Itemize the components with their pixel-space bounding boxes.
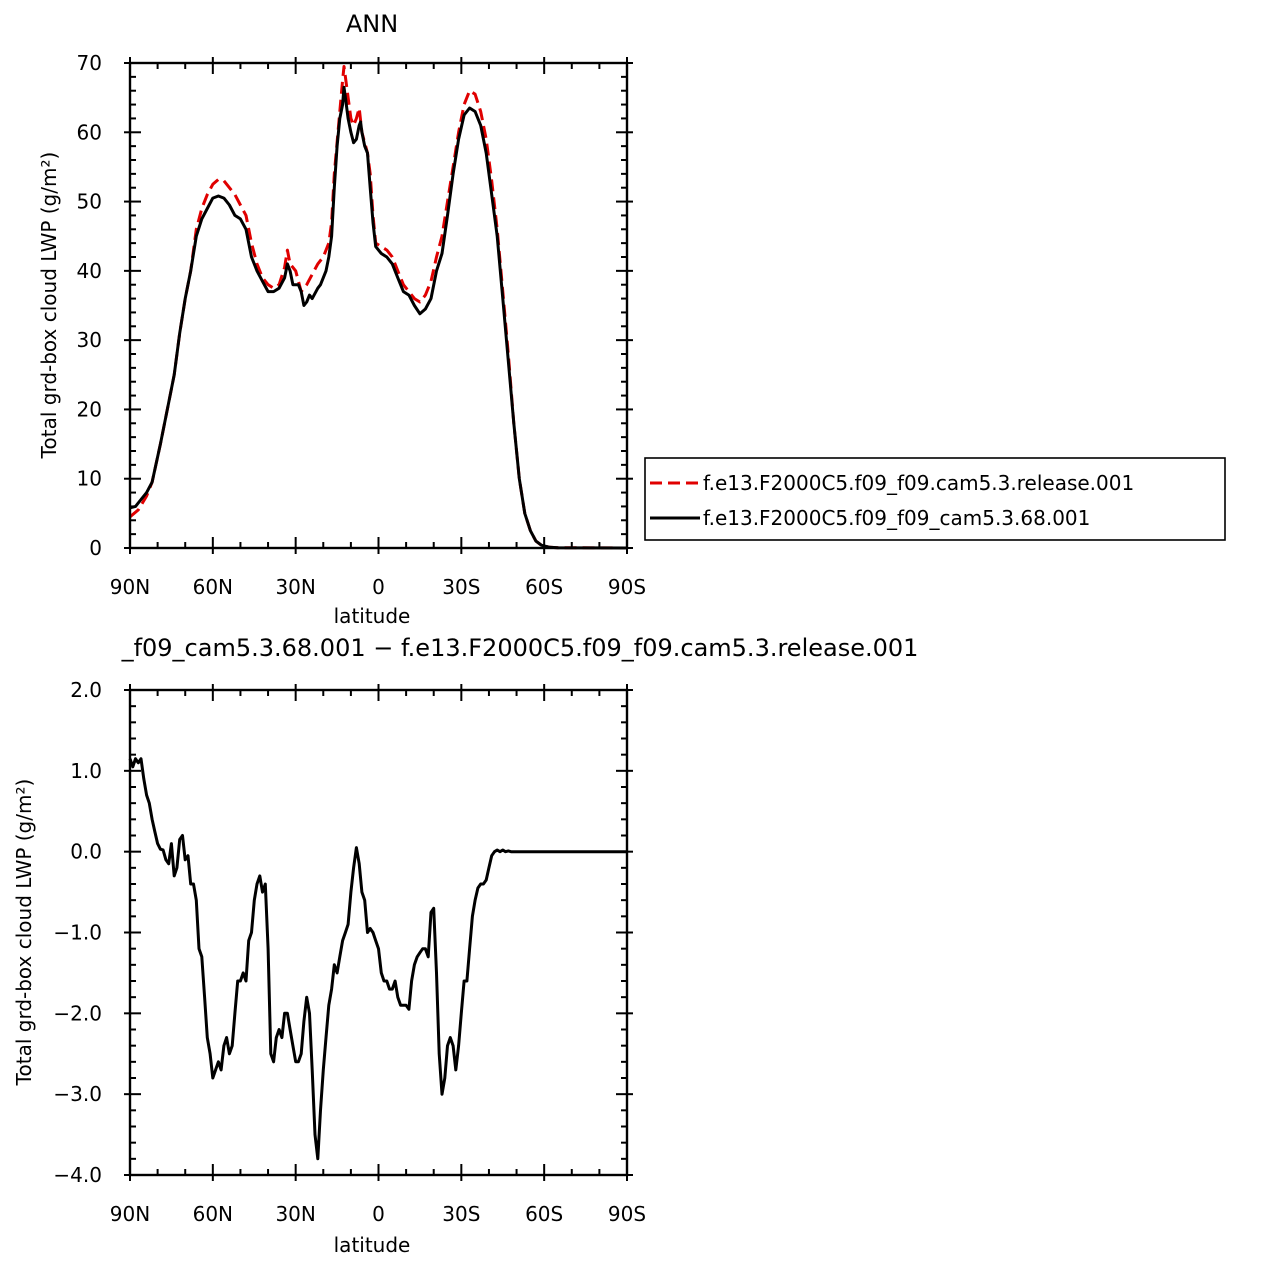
- top-panel-series: [129, 65, 628, 550]
- bottom-panel-x-tick-labels: 90N 60N 30N 0 30S 60S 90S: [110, 1202, 646, 1226]
- bottom-panel: _f09_cam5.3.68.001 − f.e13.F2000C5.f09_f…: [12, 634, 918, 1257]
- bottom-panel-x-tick-label: 60S: [525, 1202, 563, 1226]
- top-panel-y-axis-label: Total grd-box cloud LWP (g/m²): [37, 152, 61, 460]
- bottom-panel-y-axis-label: Total grd-box cloud LWP (g/m²): [12, 779, 36, 1087]
- bottom-panel-x-tick-label: 90N: [110, 1202, 150, 1226]
- bottom-panel-x-tick-label: 30S: [442, 1202, 480, 1226]
- bottom-panel-y-tick-label: −2.0: [53, 1001, 102, 1025]
- legend-label-release: f.e13.F2000C5.f09_f09.cam5.3.release.001: [703, 471, 1134, 495]
- top-panel-y-tick-label: 60: [77, 120, 102, 144]
- top-panel-x-tick-label: 90N: [110, 575, 150, 599]
- top-panel: ANN 90N 60N 30N 0 30S 60S 90S 010203040506070 …: [37, 10, 646, 628]
- bottom-panel-y-tick-label: −3.0: [53, 1082, 102, 1106]
- top-panel-y-tick-label: 30: [77, 328, 102, 352]
- bottom-panel-x-tick-label: 90S: [608, 1202, 646, 1226]
- top-panel-x-axis-label: latitude: [334, 604, 411, 628]
- bottom-panel-y-tick-labels: 2.0 1.0 0.0 −1.0 −2.0 −3.0 −4.0: [53, 678, 102, 1187]
- bottom-panel-x-tick-label: 30N: [275, 1202, 315, 1226]
- bottom-panel-x-tick-label: 0: [372, 1202, 385, 1226]
- bottom-panel-x-tick-label: 60N: [193, 1202, 233, 1226]
- bottom-panel-y-tick-label: 1.0: [70, 759, 102, 783]
- top-panel-y-tick-label: 0: [89, 536, 102, 560]
- legend-box: [644, 457, 1226, 541]
- top-panel-y-tick-label: 50: [77, 190, 102, 214]
- top-panel-title: ANN: [346, 10, 398, 38]
- bottom-panel-ticks: [124, 684, 633, 1181]
- bottom-panel-series-line-0: [128, 757, 627, 1161]
- top-panel-y-tick-label: 40: [77, 259, 102, 283]
- bottom-panel-y-tick-label: 2.0: [70, 678, 102, 702]
- top-panel-x-tick-label: 90S: [608, 575, 646, 599]
- top-panel-y-tick-labels: 0 10 20 30 40 50 60 70: [77, 51, 102, 560]
- legend: f.e13.F2000C5.f09_f09.cam5.3.release.001…: [644, 457, 1226, 541]
- bottom-panel-y-tick-label: −4.0: [53, 1163, 102, 1187]
- bottom-panel-x-axis-label: latitude: [334, 1233, 411, 1257]
- top-panel-y-tick-label: 10: [77, 467, 102, 491]
- top-panel-x-tick-label: 30N: [275, 575, 315, 599]
- legend-label-68: f.e13.F2000C5.f09_f09_cam5.3.68.001: [703, 506, 1090, 530]
- bottom-panel-y-tick-label: −1.0: [53, 921, 102, 945]
- top-panel-ticks: [124, 57, 633, 554]
- top-panel-y-tick-label: 70: [77, 51, 102, 75]
- bottom-panel-title: _f09_cam5.3.68.001 − f.e13.F2000C5.f09_f…: [121, 634, 919, 662]
- top-panel-y-tick-label: 20: [77, 397, 102, 421]
- top-panel-series-line-0: [129, 65, 628, 550]
- top-panel-x-tick-label: 60N: [193, 575, 233, 599]
- bottom-panel-y-tick-label: 0.0: [70, 840, 102, 864]
- bottom-panel-series: [128, 757, 627, 1161]
- top-panel-series-line-1: [129, 85, 628, 550]
- top-panel-x-tick-labels: 90N 60N 30N 0 30S 60S 90S: [110, 575, 646, 599]
- top-panel-x-tick-label: 60S: [525, 575, 563, 599]
- top-panel-x-tick-label: 0: [372, 575, 385, 599]
- top-panel-x-tick-label: 30S: [442, 575, 480, 599]
